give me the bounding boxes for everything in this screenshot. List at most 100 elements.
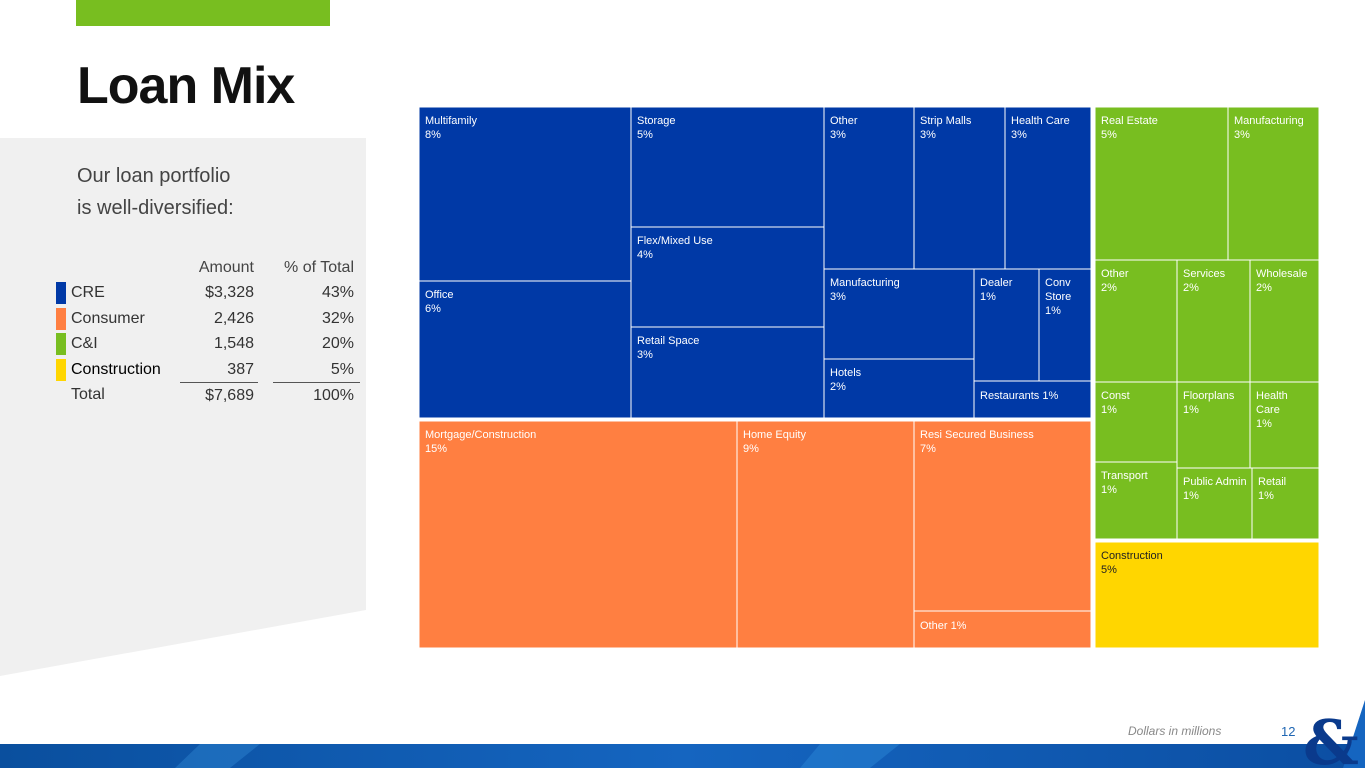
tile-label: 15% [425, 443, 447, 455]
table-header-row: Amount % of Total [56, 255, 360, 281]
tile-label: 2% [1256, 282, 1272, 294]
ampersand-logo-icon: & [1303, 700, 1365, 768]
total-label: Total [71, 386, 105, 404]
tile-label: 5% [637, 129, 653, 141]
tile-label: Services [1183, 268, 1226, 280]
tile-label: Restaurants 1% [980, 390, 1058, 402]
footnote: Dollars in millions [1128, 724, 1222, 738]
row-pct: 43% [321, 284, 354, 302]
treemap-tile [973, 380, 1092, 419]
tile-label: 1% [1101, 484, 1117, 496]
row-label: CRE [71, 284, 105, 302]
legend-swatch [56, 358, 66, 381]
tile-label: Construction [1101, 550, 1163, 562]
tile-label: 2% [1183, 282, 1199, 294]
tile-label: Retail [1258, 476, 1286, 488]
tile-label: 7% [920, 443, 936, 455]
tile-label: 3% [637, 349, 653, 361]
treemap-tile [1038, 268, 1092, 382]
svg-text:&: & [1303, 706, 1359, 768]
tile-label: 9% [743, 443, 759, 455]
treemap-tile [1251, 467, 1320, 540]
tile-label: 5% [1101, 564, 1117, 576]
treemap-tile [1094, 107, 1229, 261]
tile-label: 1% [1256, 418, 1272, 430]
tile-label: Floorplans [1183, 390, 1235, 402]
treemap-tile [1227, 107, 1320, 261]
tile-label: Dealer [980, 277, 1013, 289]
tile-label: 3% [1234, 129, 1250, 141]
tile-label: 3% [920, 129, 936, 141]
tile-label: Mortgage/Construction [425, 429, 536, 441]
treemap-tile [419, 107, 632, 282]
bottom-band [0, 744, 1365, 768]
tile-label: 8% [425, 129, 441, 141]
amount-header: Amount [198, 258, 254, 276]
treemap-tile [1094, 381, 1178, 463]
treemap-tile [630, 226, 825, 328]
tile-label: Store [1045, 291, 1071, 303]
tile-label: 5% [1101, 129, 1117, 141]
treemap-tile [1176, 467, 1253, 540]
treemap-tile [1094, 259, 1178, 383]
tile-label: 3% [1011, 129, 1027, 141]
tile-label: Hotels [830, 367, 862, 379]
treemap-tile [823, 358, 975, 419]
treemap-tile [823, 107, 915, 270]
tile-label: 1% [1101, 404, 1117, 416]
tile-label: Health Care [1011, 115, 1070, 127]
tile-label: Public Admin [1183, 476, 1247, 488]
tile-label: Conv [1045, 277, 1071, 289]
intro-line: Our loan portfolio [77, 165, 231, 187]
tile-label: Care [1256, 404, 1280, 416]
treemap-tile [913, 610, 1092, 648]
loan-summary-table: Amount % of Total CRE $3,328 43% Consumer 2,… [56, 255, 360, 408]
row-pct: 32% [321, 309, 354, 327]
tile-label: Health [1256, 390, 1288, 402]
tile-label: Const [1101, 390, 1130, 402]
tile-label: 1% [1258, 490, 1274, 502]
row-amount: 2,426 [213, 309, 254, 327]
page-number: 12 [1281, 724, 1296, 739]
group-separator [419, 418, 1091, 421]
tile-label: 1% [1045, 305, 1061, 317]
row-amount: $3,328 [205, 284, 254, 302]
tile-label: 3% [830, 291, 846, 303]
tile-label: Retail Space [637, 335, 699, 347]
treemap-tile [419, 280, 632, 419]
table-row: Consumer 2,426 32% [56, 306, 360, 332]
row-label: C&I [71, 335, 98, 353]
tile-label: 2% [830, 381, 846, 393]
legend-swatch [56, 333, 66, 356]
tile-label: Other 1% [920, 620, 967, 632]
treemap-tile [419, 420, 738, 648]
tile-label: 4% [637, 249, 653, 261]
treemap-tile [736, 420, 915, 648]
tile-label: Flex/Mixed Use [637, 235, 713, 247]
intro-line: is well-diversified: [77, 197, 234, 219]
accent-bar [76, 0, 330, 26]
tile-label: Manufacturing [1234, 115, 1304, 127]
tile-label: 2% [1101, 282, 1117, 294]
table-row: C&I 1,548 20% [56, 332, 360, 358]
table-row: CRE $3,328 43% [56, 281, 360, 307]
tile-label: Transport [1101, 470, 1148, 482]
group-separator [1091, 107, 1095, 648]
treemap-tile [1176, 381, 1251, 469]
tile-label: 6% [425, 303, 441, 315]
treemap-tile [630, 326, 825, 419]
treemap-tile [913, 420, 1092, 612]
row-label: Construction [71, 360, 161, 378]
tile-label: 3% [830, 129, 846, 141]
tile-label: Resi Secured Business [920, 429, 1034, 441]
treemap-tile [1176, 259, 1251, 383]
loan-mix-treemap: Multifamily 8% Office 6% Storage 5% Flex/Mixed… [419, 107, 1320, 648]
group-separator [1095, 539, 1319, 542]
tile-label: 1% [1183, 490, 1199, 502]
intro-text: Our loan portfolio is well-diversified: [77, 160, 337, 224]
tile-label: Multifamily [425, 115, 477, 127]
total-amount: $7,689 [180, 382, 258, 408]
legend-swatch [56, 307, 66, 330]
tile-label: 1% [980, 291, 996, 303]
table-row: Construction 387 5% [56, 357, 360, 383]
